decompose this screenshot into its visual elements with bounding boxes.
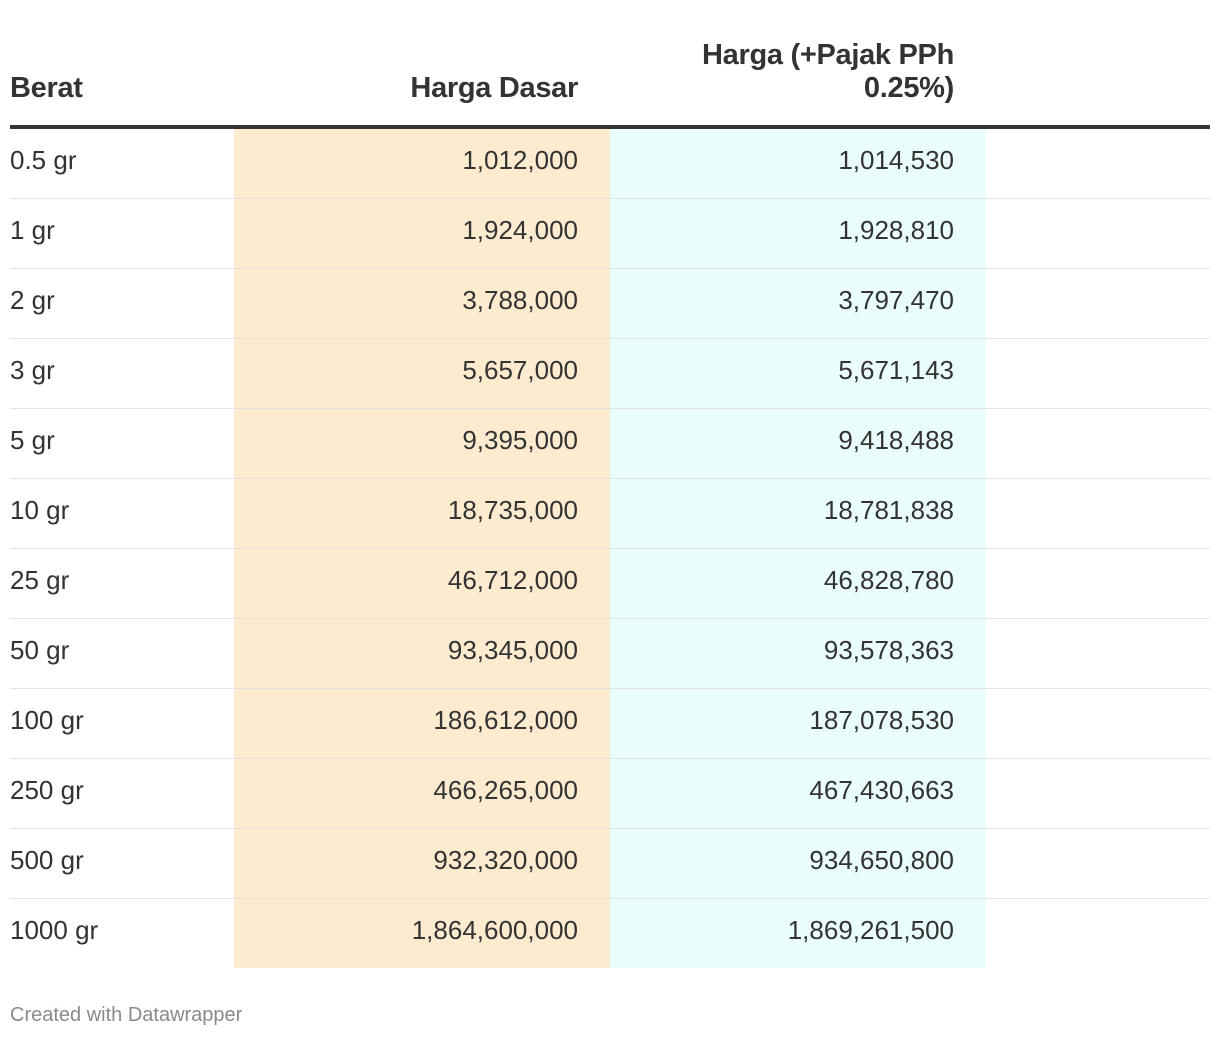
cell-harga-pajak: 467,430,663 — [809, 775, 954, 805]
cell-harga-pajak: 934,650,800 — [809, 845, 954, 875]
cell-harga-dasar: 46,712,000 — [447, 565, 578, 595]
cell-harga-dasar: 9,395,000 — [462, 425, 578, 455]
cell-harga-pajak: 18,781,838 — [823, 495, 954, 525]
table-row: 25 gr 46,712,000 46,828,780 — [10, 549, 1210, 619]
cell-harga-pajak: 187,078,530 — [809, 705, 954, 735]
cell-berat: 2 gr — [10, 285, 55, 315]
table-row: 250 gr 466,265,000 467,430,663 — [10, 759, 1210, 829]
cell-berat: 3 gr — [10, 355, 55, 385]
table-row: 2 gr 3,788,000 3,797,470 — [10, 269, 1210, 339]
cell-berat: 5 gr — [10, 425, 55, 455]
cell-harga-dasar: 1,012,000 — [462, 145, 578, 175]
cell-harga-dasar: 1,924,000 — [462, 215, 578, 245]
cell-berat: 100 gr — [10, 705, 84, 735]
cell-berat: 500 gr — [10, 845, 84, 875]
cell-berat: 0.5 gr — [10, 145, 77, 175]
cell-harga-pajak: 1,928,810 — [838, 215, 954, 245]
cell-harga-pajak: 3,797,470 — [838, 285, 954, 315]
cell-harga-pajak: 5,671,143 — [838, 355, 954, 385]
cell-harga-pajak: 93,578,363 — [823, 635, 954, 665]
table-header: Berat Harga Dasar Harga (+Pajak PPh 0.25%… — [10, 0, 1210, 129]
cell-berat: 250 gr — [10, 775, 84, 805]
table-row: 100 gr 186,612,000 187,078,530 — [10, 689, 1210, 759]
cell-harga-dasar: 466,265,000 — [433, 775, 578, 805]
table-row: 3 gr 5,657,000 5,671,143 — [10, 339, 1210, 409]
cell-berat: 50 gr — [10, 635, 70, 665]
table-row: 50 gr 93,345,000 93,578,363 — [10, 619, 1210, 689]
table-row: 10 gr 18,735,000 18,781,838 — [10, 479, 1210, 549]
cell-harga-dasar: 932,320,000 — [433, 845, 578, 875]
table-body: 0.5 gr 1,012,000 1,014,530 1 gr 1,924,000 1,9… — [10, 129, 1210, 969]
header-harga-pajak-line2: 0.25%) — [863, 72, 954, 104]
cell-harga-pajak: 46,828,780 — [823, 565, 954, 595]
cell-harga-dasar: 1,864,600,000 — [411, 915, 578, 945]
table-row: 0.5 gr 1,012,000 1,014,530 — [10, 129, 1210, 199]
table-row: 500 gr 932,320,000 934,650,800 — [10, 829, 1210, 899]
header-harga-dasar[interactable]: Harga Dasar — [410, 72, 578, 104]
cell-harga-dasar: 3,788,000 — [462, 285, 578, 315]
cell-harga-pajak: 9,418,488 — [838, 425, 954, 455]
header-harga-pajak[interactable]: Harga (+Pajak PPh 0.25%) — [610, 39, 954, 105]
cell-harga-dasar: 186,612,000 — [433, 705, 578, 735]
cell-berat: 25 gr — [10, 565, 70, 595]
table-row: 1000 gr 1,864,600,000 1,869,261,500 — [10, 899, 1210, 969]
cell-berat: 1000 gr — [10, 915, 99, 945]
cell-harga-pajak: 1,869,261,500 — [787, 915, 954, 945]
cell-harga-dasar: 93,345,000 — [447, 635, 578, 665]
cell-berat: 10 gr — [10, 495, 70, 525]
cell-berat: 1 gr — [10, 215, 55, 245]
cell-harga-dasar: 5,657,000 — [462, 355, 578, 385]
table-row: 5 gr 9,395,000 9,418,488 — [10, 409, 1210, 479]
table-row: 1 gr 1,924,000 1,928,810 — [10, 199, 1210, 269]
datawrapper-credit: Created with Datawrapper — [10, 1004, 243, 1026]
cell-harga-dasar: 18,735,000 — [447, 495, 578, 525]
cell-harga-pajak: 1,014,530 — [838, 145, 954, 175]
header-harga-pajak-line1: Harga (+Pajak PPh — [702, 39, 954, 71]
header-berat[interactable]: Berat — [10, 72, 83, 104]
